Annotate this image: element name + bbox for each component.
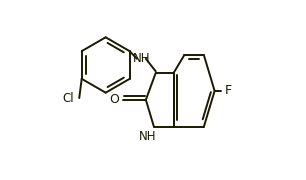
Text: Cl: Cl	[62, 92, 73, 105]
Text: F: F	[224, 84, 232, 97]
Text: NH: NH	[139, 130, 156, 143]
Text: O: O	[109, 93, 119, 106]
Text: NH: NH	[132, 52, 150, 65]
